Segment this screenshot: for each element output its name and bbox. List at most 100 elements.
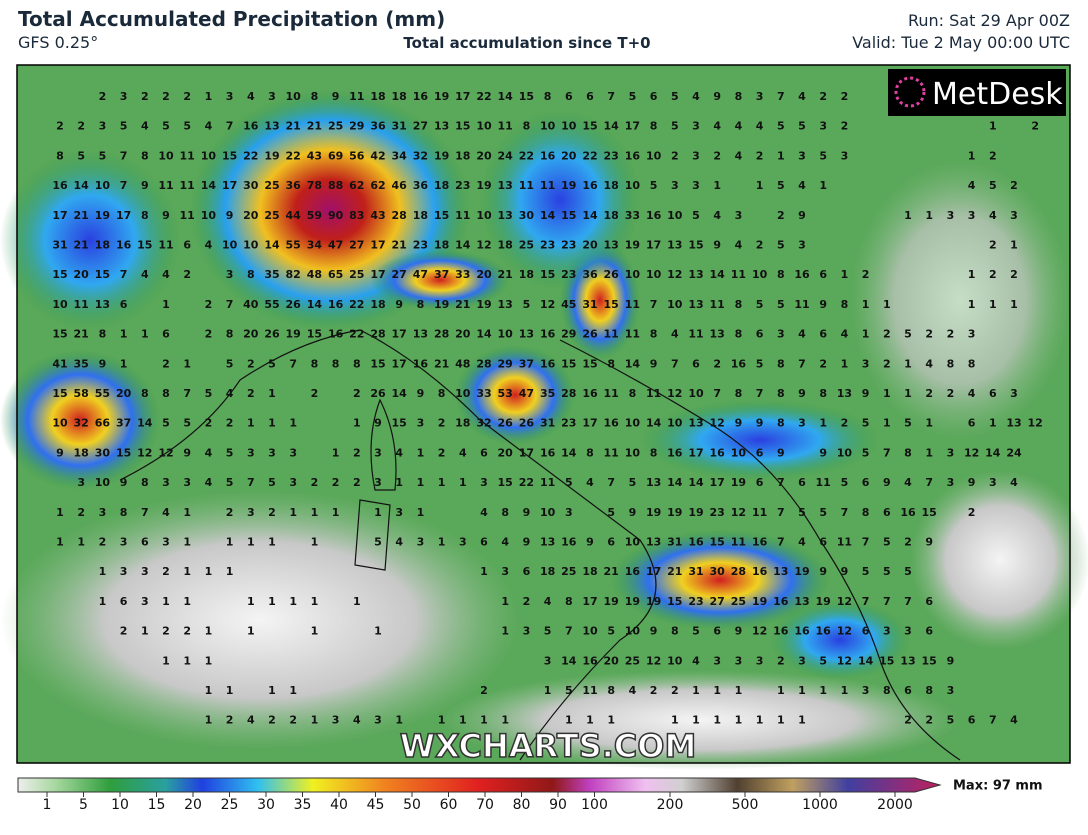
value-label: 28 [476, 357, 491, 370]
value-label: 1 [819, 179, 827, 192]
value-label: 2 [438, 417, 446, 430]
value-label: 20 [74, 268, 90, 281]
value-label: 7 [841, 506, 849, 519]
value-label: 3 [692, 179, 700, 192]
value-label: 3 [544, 654, 552, 667]
value-label: 16 [731, 357, 747, 370]
value-label: 21 [74, 209, 89, 222]
colorbar-tick-label: 60 [440, 797, 458, 813]
value-label: 13 [604, 239, 619, 252]
value-label: 1 [798, 714, 806, 727]
value-label: 11 [837, 536, 852, 549]
value-label: 29 [498, 357, 513, 370]
value-label: 15 [307, 328, 322, 341]
value-label: 2 [226, 417, 234, 430]
value-label: 6 [565, 90, 573, 103]
value-label: 4 [395, 446, 403, 459]
value-label: 7 [607, 476, 615, 489]
value-label: 4 [629, 684, 637, 697]
value-label: 1 [904, 357, 912, 370]
value-label: 9 [756, 417, 764, 430]
value-label: 35 [74, 357, 89, 370]
value-label: 23 [540, 239, 555, 252]
value-label: 4 [735, 120, 743, 133]
value-label: 1 [501, 714, 509, 727]
value-label: 10 [201, 149, 217, 162]
value-label: 15 [582, 120, 597, 133]
value-label: 3 [713, 654, 721, 667]
value-label: 17 [392, 357, 407, 370]
value-label: 25 [561, 565, 576, 578]
value-label: 42 [370, 149, 385, 162]
value-label: 8 [141, 149, 149, 162]
value-label: 2 [819, 357, 827, 370]
value-label: 16 [243, 120, 259, 133]
value-label: 36 [413, 179, 429, 192]
value-label: 11 [540, 179, 555, 192]
value-label: 1 [162, 654, 170, 667]
value-label: 36 [370, 120, 386, 133]
value-label: 5 [162, 417, 170, 430]
value-label: 1 [713, 714, 721, 727]
value-label: 4 [162, 506, 170, 519]
value-label: 2 [819, 90, 827, 103]
value-label: 1 [777, 149, 785, 162]
value-label: 17 [519, 446, 534, 459]
value-label: 20 [455, 328, 471, 341]
value-label: 65 [328, 268, 343, 281]
value-label: 10 [625, 179, 641, 192]
value-label: 5 [756, 357, 764, 370]
value-label: 6 [756, 446, 764, 459]
value-label: 10 [476, 209, 492, 222]
value-label: 55 [264, 298, 279, 311]
value-label: 15 [137, 239, 152, 252]
value-label: 8 [925, 684, 933, 697]
value-label: 13 [413, 328, 428, 341]
value-label: 11 [180, 179, 195, 192]
value-label: 1 [205, 684, 213, 697]
value-label: 5 [268, 357, 276, 370]
value-label: 13 [646, 476, 661, 489]
value-label: 5 [692, 209, 700, 222]
value-label: 9 [713, 90, 721, 103]
value-label: 3 [459, 536, 467, 549]
value-label: 16 [667, 446, 683, 459]
value-label: 18 [434, 179, 449, 192]
value-label: 15 [879, 654, 894, 667]
value-label: 11 [710, 298, 725, 311]
value-label: 15 [116, 446, 131, 459]
value-label: 2 [925, 714, 933, 727]
value-label: 1 [459, 714, 467, 727]
value-label: 1 [56, 536, 64, 549]
value-label: 20 [561, 149, 577, 162]
value-label: 20 [243, 209, 259, 222]
colorbar: 1 5 10 15 20 25 30 35 40 45 50 60 70 80 90 100 200 500 100… [17, 777, 1043, 813]
value-label: 1 [501, 625, 509, 638]
value-label: 1 [925, 417, 933, 430]
value-label: 69 [328, 149, 343, 162]
value-label: 18 [413, 209, 428, 222]
value-label: 8 [417, 298, 425, 311]
value-label: 14 [264, 239, 280, 252]
value-label: 18 [540, 565, 555, 578]
value-label: 48 [307, 268, 322, 281]
value-label: 1 [925, 446, 933, 459]
value-label: 19 [434, 90, 449, 103]
value-label: 1 [713, 179, 721, 192]
value-label: 1 [417, 446, 425, 459]
value-label: 15 [455, 120, 470, 133]
value-label: 13 [710, 328, 725, 341]
value-label: 9 [523, 536, 531, 549]
coastline [119, 329, 961, 761]
value-label: 5 [777, 239, 785, 252]
value-label: 31 [540, 417, 555, 430]
value-label: 28 [370, 328, 385, 341]
value-label: 11 [816, 476, 831, 489]
value-label: 16 [646, 209, 662, 222]
value-label: 14 [137, 417, 153, 430]
value-label: 26 [264, 328, 280, 341]
value-label: 14 [604, 120, 620, 133]
value-label: 6 [862, 476, 870, 489]
value-label: 7 [607, 90, 615, 103]
value-label: 26 [286, 298, 302, 311]
